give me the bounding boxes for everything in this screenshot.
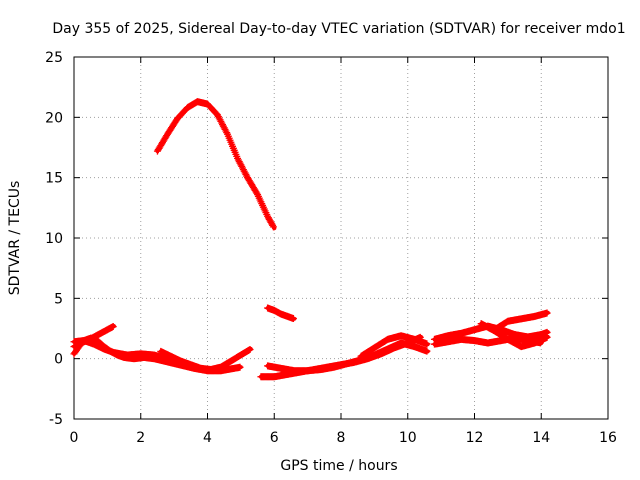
data-point — [265, 215, 273, 223]
series-arc-m — [491, 309, 551, 334]
data-point — [543, 333, 551, 341]
data-point — [264, 214, 272, 222]
data-point — [214, 113, 222, 121]
data-point — [221, 125, 229, 133]
y-tick-label: 15 — [45, 171, 63, 187]
data-point — [236, 159, 244, 167]
data-point — [243, 172, 251, 180]
series-arc-f — [264, 304, 297, 323]
series-arc-c — [70, 337, 184, 366]
data-point — [269, 223, 277, 231]
data-point — [246, 346, 254, 354]
series-arc-h — [264, 339, 431, 375]
data-point — [235, 158, 243, 166]
x-tick-label: 0 — [70, 430, 79, 446]
series-arc-l — [477, 320, 551, 351]
x-axis-label: GPS time / hours — [280, 458, 397, 474]
y-tick-label: -5 — [49, 412, 63, 428]
data-point — [223, 129, 231, 137]
data-point — [423, 340, 431, 348]
x-tick-label: 2 — [136, 430, 145, 446]
y-axis-label: SDTVAR / TECUs — [7, 181, 23, 296]
data-point — [217, 117, 225, 125]
data-point — [267, 218, 275, 226]
y-tick-label: 10 — [45, 231, 63, 247]
data-point — [216, 116, 224, 124]
series-arc-e — [153, 98, 277, 231]
y-tick-label: 20 — [45, 110, 63, 126]
x-tick-label: 16 — [599, 430, 617, 446]
x-tick-label: 4 — [203, 430, 212, 446]
x-tick-label: 12 — [466, 430, 484, 446]
data-point — [239, 166, 247, 174]
data-point — [543, 309, 551, 317]
data-point — [234, 154, 242, 162]
y-tick-label: 0 — [54, 352, 63, 368]
axis-ticks: 0 2 4 6 8 10 12 14 16 -5 0 5 10 15 20 25 — [45, 50, 617, 446]
data-point — [242, 170, 250, 178]
data-point — [218, 119, 226, 127]
data-point — [268, 220, 276, 228]
data-point — [239, 164, 247, 172]
data-point — [109, 323, 117, 331]
data-point — [219, 122, 227, 130]
data-point — [236, 363, 244, 371]
data-point — [289, 315, 297, 323]
data-point — [222, 127, 230, 135]
data-point — [234, 156, 242, 164]
x-tick-label: 10 — [399, 430, 417, 446]
data-point — [253, 189, 261, 197]
chart-title: Day 355 of 2025, Sidereal Day-to-day VTE… — [52, 21, 625, 37]
data-point — [241, 169, 249, 177]
data-point — [219, 121, 227, 129]
data-point — [264, 212, 272, 220]
data-point — [423, 347, 431, 355]
x-tick-label: 14 — [532, 430, 550, 446]
data-series — [70, 98, 551, 381]
data-point — [220, 124, 228, 132]
data-point — [238, 162, 246, 170]
data-point — [266, 217, 274, 225]
x-tick-label: 6 — [270, 430, 279, 446]
data-point — [214, 111, 222, 119]
y-tick-label: 5 — [54, 291, 63, 307]
data-point — [215, 114, 223, 122]
series-arc-i — [357, 332, 431, 360]
data-point — [269, 221, 277, 229]
y-tick-label: 25 — [45, 50, 63, 66]
data-point — [240, 167, 248, 175]
grid — [74, 57, 608, 419]
x-tick-label: 8 — [337, 430, 346, 446]
data-point — [237, 161, 245, 169]
series-arc-d — [157, 346, 254, 374]
